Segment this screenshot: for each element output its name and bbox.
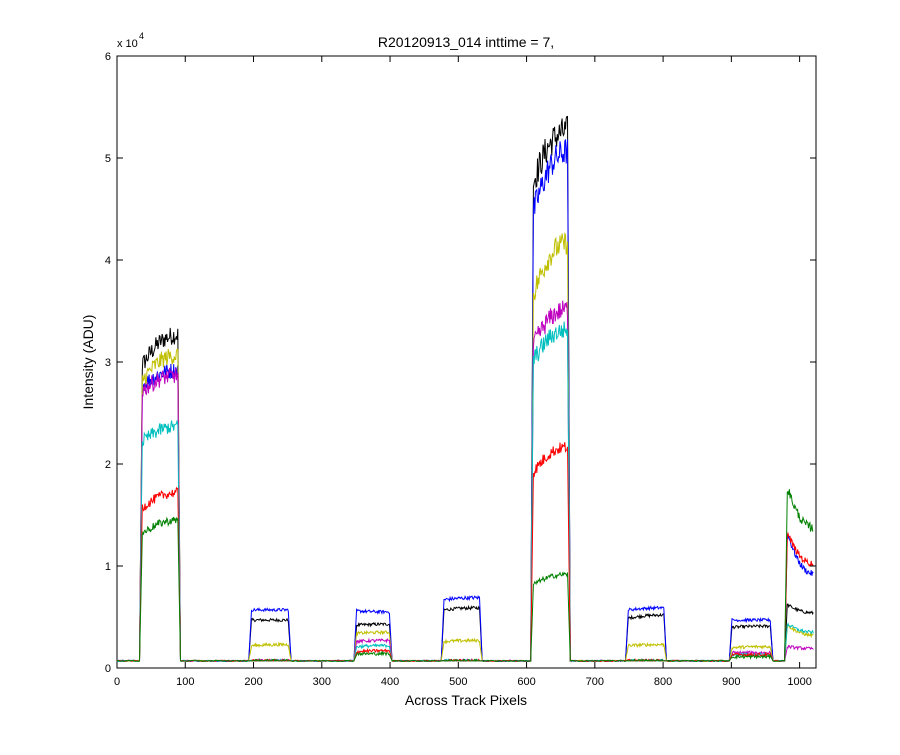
x-tick-label: 300 [313, 676, 331, 688]
y-tick-label: 5 [105, 153, 111, 165]
x-axis-label: Across Track Pixels [405, 692, 527, 708]
series-line-6 [116, 489, 814, 663]
x-tick-label: 500 [449, 676, 467, 688]
plot-area [116, 55, 817, 669]
y-tick-label: 6 [105, 51, 111, 63]
y-tick-label: 0 [105, 663, 111, 675]
x-tick-label: 100 [176, 676, 194, 688]
x-tick-label: 600 [517, 676, 535, 688]
x-tick-label: 900 [722, 676, 740, 688]
y-tick-label: 2 [105, 459, 111, 471]
x-tick-label: 1000 [787, 676, 811, 688]
y-axis-label: Intensity (ADU) [80, 315, 96, 410]
y-tick-label: 4 [105, 255, 111, 267]
x-tick-label: 700 [586, 676, 604, 688]
chart-title: R20120913_014 inttime = 7, [378, 34, 554, 50]
axes-layer: 0 100 200 300 400 500 600 700 800 900 1000 0 1 2 3 4 5 6 [105, 51, 816, 688]
x-tick-label: 400 [381, 676, 399, 688]
x-tick-label: 0 [114, 676, 120, 688]
y-tick-label: 1 [105, 561, 111, 573]
y-tick-label: 3 [105, 357, 111, 369]
y-exponent-power: 4 [139, 31, 144, 41]
x-tick-label: 800 [654, 676, 672, 688]
series-layer [116, 115, 814, 663]
y-exponent-label: x 10 [117, 38, 138, 50]
x-tick-label: 200 [244, 676, 262, 688]
